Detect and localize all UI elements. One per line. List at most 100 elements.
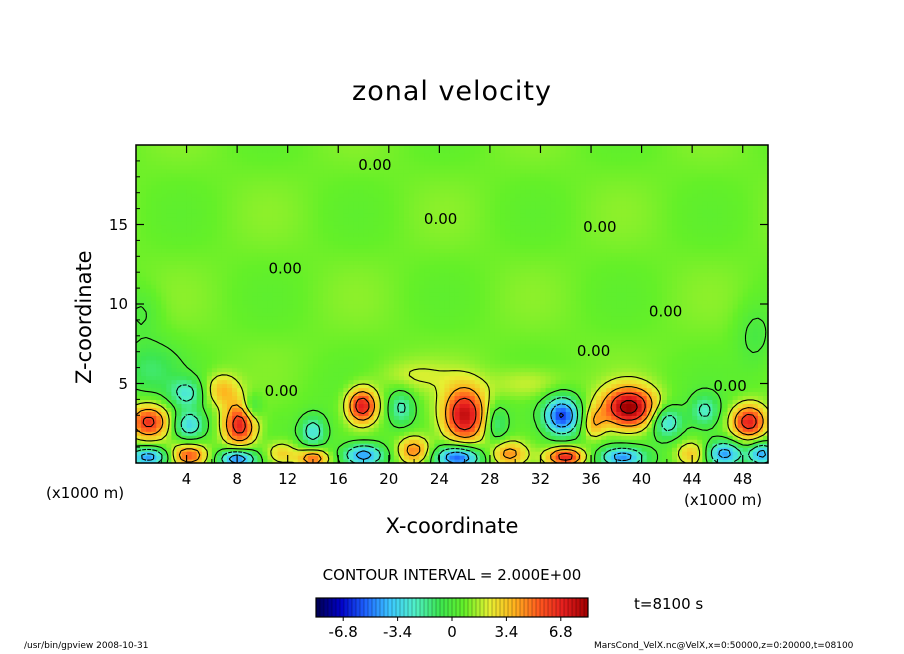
heatmap-cell (757, 451, 764, 456)
heatmap-cell (363, 343, 370, 349)
heatmap-cell (611, 351, 617, 357)
heatmap-cell (494, 359, 501, 365)
heatmap-cell (216, 347, 223, 353)
heatmap-cell (510, 311, 516, 317)
heatmap-cell (489, 371, 496, 377)
heatmap-cell (156, 331, 162, 337)
heatmap-cell (651, 363, 658, 369)
heatmap-cell (666, 419, 673, 424)
heatmap-cell (565, 443, 572, 448)
heatmap-cell (631, 311, 638, 317)
heatmap-cell (191, 391, 198, 397)
heatmap-cell (398, 363, 405, 369)
heatmap-cell (211, 431, 218, 436)
heatmap-cell (560, 423, 567, 428)
heatmap-cell (429, 431, 435, 436)
heatmap-cell (196, 335, 203, 341)
heatmap-cell (388, 459, 395, 464)
heatmap-cell (702, 355, 708, 361)
heatmap-cell (565, 327, 572, 333)
heatmap-cell (479, 395, 486, 401)
heatmap-cell (596, 327, 602, 333)
heatmap-cell (575, 427, 582, 432)
heatmap-cell (570, 435, 577, 440)
heatmap-cell (419, 423, 425, 428)
heatmap-cell (318, 311, 324, 317)
heatmap-cell (671, 411, 678, 416)
heatmap-cell (555, 363, 562, 369)
heatmap-cell (494, 351, 501, 357)
heatmap-cell (171, 443, 178, 448)
heatmap-cell (540, 443, 547, 448)
heatmap-cell (429, 455, 435, 460)
heatmap-cell (671, 427, 678, 432)
heatmap-cell (611, 419, 617, 424)
heatmap-cell (368, 351, 375, 357)
heatmap-cell (353, 347, 360, 353)
heatmap-cell (277, 443, 284, 448)
heatmap-cell (247, 347, 253, 353)
heatmap-cell (727, 459, 734, 464)
heatmap-cell (555, 355, 562, 361)
heatmap-cell (616, 383, 622, 389)
heatmap-cell (419, 355, 425, 361)
heatmap-cell (242, 339, 248, 345)
heatmap-cell (550, 375, 557, 381)
heatmap-cell (267, 375, 274, 381)
heatmap-cell (606, 411, 612, 416)
heatmap-cell (257, 375, 263, 381)
heatmap-cell (757, 347, 764, 353)
heatmap-cell (500, 399, 506, 404)
heatmap-cell (242, 395, 248, 401)
heatmap-cell (272, 415, 279, 420)
heatmap-cell (171, 427, 178, 432)
heatmap-cell (242, 439, 248, 444)
heatmap-cell (282, 387, 289, 393)
heatmap-cell (494, 419, 501, 424)
heatmap-cell (151, 459, 157, 464)
heatmap-cell (530, 359, 537, 365)
heatmap-cell (530, 383, 537, 389)
heatmap-cell (439, 339, 446, 345)
heatmap-cell (312, 455, 319, 460)
heatmap-cell (363, 363, 370, 369)
heatmap-cell (601, 395, 607, 401)
heatmap-cell (348, 423, 355, 428)
heatmap-cell (368, 435, 375, 440)
heatmap-cell (257, 359, 263, 365)
heatmap-cell (307, 347, 314, 353)
heatmap-cell (702, 459, 708, 464)
heatmap-cell (196, 387, 203, 393)
heatmap-cell (515, 395, 521, 401)
heatmap-cell (318, 351, 324, 357)
heatmap-cell (692, 435, 698, 440)
heatmap-cell (267, 379, 274, 385)
heatmap-cell (626, 315, 633, 321)
heatmap-cell (560, 383, 567, 389)
heatmap-cell (328, 427, 334, 432)
heatmap-cell (186, 307, 193, 313)
heatmap-cell (151, 331, 157, 337)
heatmap-cell (328, 395, 334, 401)
heatmap-cell (565, 407, 572, 412)
heatmap-cell (318, 307, 324, 313)
heatmap-cell (459, 315, 466, 321)
heatmap-cell (232, 315, 238, 321)
heatmap-cell (333, 359, 339, 365)
heatmap-cell (489, 315, 496, 321)
heatmap-cell (580, 411, 587, 416)
heatmap-cell (267, 403, 274, 408)
heatmap-cell (176, 343, 183, 349)
heatmap-cell (484, 327, 491, 333)
heatmap-cell (358, 395, 365, 401)
heatmap-cell (540, 423, 547, 428)
heatmap-cell (242, 355, 248, 361)
heatmap-cell (616, 307, 622, 313)
heatmap-cell (282, 411, 289, 416)
heatmap-cell (474, 431, 481, 436)
heatmap-cell (449, 315, 456, 321)
heatmap-cell (570, 439, 577, 444)
heatmap-cell (712, 407, 719, 412)
heatmap-cell (297, 367, 304, 373)
heatmap-cell (186, 423, 193, 428)
